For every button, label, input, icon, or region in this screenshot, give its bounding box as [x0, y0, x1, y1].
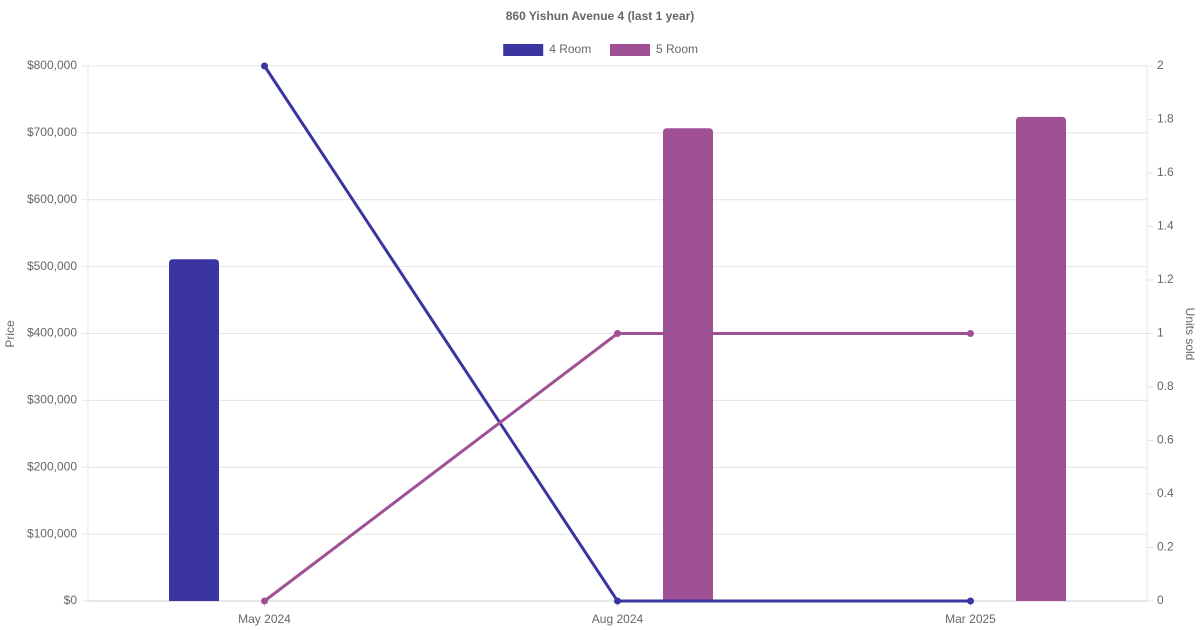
y-tick-label: $700,000	[27, 125, 77, 139]
y-tick-label: $600,000	[27, 192, 77, 206]
line-point	[967, 597, 974, 605]
line-point	[261, 62, 268, 70]
y2-tick-label: 1	[1157, 326, 1164, 340]
y2-tick-label: 0.4	[1157, 486, 1174, 500]
legend-swatch	[610, 44, 650, 56]
y2-tick-label: 0	[1157, 593, 1164, 607]
y-axis-label: Price	[3, 320, 17, 348]
legend-label: 4 Room	[549, 42, 591, 56]
bar	[169, 259, 219, 601]
x-tick-label: Aug 2024	[592, 612, 644, 626]
legend-label: 5 Room	[656, 42, 698, 56]
line-point	[967, 330, 974, 337]
y2-tick-label: 1.2	[1157, 272, 1174, 286]
y-tick-label: $800,000	[27, 58, 77, 72]
y-tick-label: $200,000	[27, 459, 77, 473]
chart-title: 860 Yishun Avenue 4 (last 1 year)	[506, 9, 695, 23]
y2-tick-label: 1.6	[1157, 165, 1174, 179]
y-tick-label: $300,000	[27, 393, 77, 407]
legend-swatch	[503, 44, 544, 56]
y-tick-label: $0	[64, 593, 78, 607]
line-point	[614, 597, 621, 605]
bar	[1016, 116, 1066, 601]
line-point	[614, 330, 621, 337]
y2-tick-label: 0.2	[1157, 540, 1174, 554]
y-tick-label: $400,000	[27, 326, 77, 340]
line-point	[261, 597, 268, 605]
y2-tick-label: 0.6	[1157, 433, 1174, 447]
y-tick-label: $500,000	[27, 259, 77, 273]
y2-tick-label: 2	[1157, 58, 1164, 72]
y2-tick-label: 1.4	[1157, 219, 1174, 233]
x-tick-label: Mar 2025	[945, 612, 996, 626]
y2-tick-label: 1.8	[1157, 112, 1174, 126]
y-tick-label: $100,000	[27, 526, 77, 540]
y2-axis-label: Units sold	[1183, 308, 1197, 361]
bar	[663, 128, 713, 601]
x-tick-label: May 2024	[238, 612, 291, 626]
y2-tick-label: 0.8	[1157, 379, 1174, 393]
